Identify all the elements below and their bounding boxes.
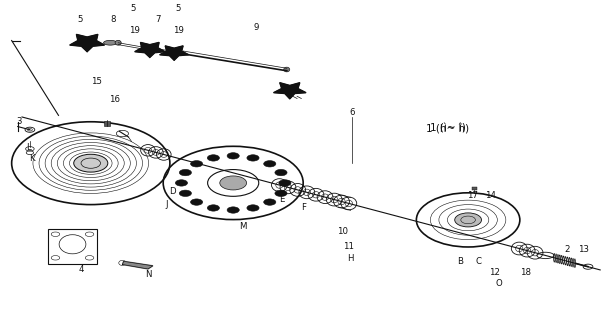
- Text: 1 (h~ h): 1 (h~ h): [426, 123, 470, 133]
- Circle shape: [175, 180, 187, 186]
- Text: E: E: [279, 195, 285, 204]
- Circle shape: [74, 154, 108, 172]
- Polygon shape: [70, 34, 104, 52]
- Ellipse shape: [104, 40, 117, 45]
- Text: D: D: [169, 188, 176, 196]
- Circle shape: [179, 169, 192, 176]
- Polygon shape: [123, 261, 153, 269]
- Text: F: F: [301, 203, 306, 212]
- Text: 7: 7: [155, 15, 160, 24]
- Text: L: L: [26, 143, 30, 152]
- Circle shape: [227, 153, 239, 159]
- Circle shape: [275, 190, 287, 196]
- Ellipse shape: [284, 67, 290, 72]
- Circle shape: [264, 199, 276, 205]
- Text: H: H: [348, 254, 354, 263]
- Circle shape: [275, 169, 287, 176]
- Text: C: C: [475, 257, 481, 266]
- Bar: [472, 187, 476, 190]
- Circle shape: [264, 161, 276, 167]
- Text: 18: 18: [520, 268, 531, 277]
- Text: 16: 16: [109, 95, 120, 104]
- Circle shape: [247, 155, 259, 161]
- Text: 11: 11: [343, 242, 354, 251]
- Text: 12: 12: [489, 268, 500, 277]
- Text: 8: 8: [110, 15, 116, 24]
- Text: B: B: [458, 257, 463, 266]
- Text: 13: 13: [578, 245, 589, 254]
- Text: M: M: [239, 222, 246, 231]
- Text: 10: 10: [337, 227, 348, 236]
- Text: 9: 9: [254, 23, 259, 32]
- Text: 5: 5: [289, 89, 295, 98]
- Text: 4: 4: [78, 265, 84, 275]
- Bar: [104, 121, 110, 125]
- Circle shape: [220, 176, 246, 190]
- Circle shape: [227, 207, 239, 213]
- Bar: [48, 228, 97, 264]
- Circle shape: [207, 205, 220, 211]
- Circle shape: [454, 213, 481, 227]
- Text: 2: 2: [564, 245, 570, 254]
- Text: 19: 19: [129, 27, 140, 36]
- Polygon shape: [160, 46, 188, 60]
- Text: 5: 5: [131, 4, 136, 13]
- Polygon shape: [135, 43, 165, 57]
- Text: 19: 19: [173, 27, 184, 36]
- Circle shape: [279, 180, 291, 186]
- Text: 1 (ì~ î): 1 (ì~ î): [430, 123, 466, 133]
- Circle shape: [190, 161, 203, 167]
- Text: 6: 6: [350, 108, 355, 117]
- Text: 17: 17: [467, 190, 478, 200]
- Ellipse shape: [115, 40, 121, 45]
- Circle shape: [207, 155, 220, 161]
- Text: 3: 3: [16, 117, 22, 126]
- Text: 5: 5: [77, 15, 82, 24]
- Text: 15: 15: [92, 77, 102, 86]
- Circle shape: [247, 205, 259, 211]
- Circle shape: [190, 199, 203, 205]
- Text: O: O: [495, 279, 502, 288]
- Polygon shape: [273, 83, 306, 99]
- Text: 5: 5: [176, 4, 181, 13]
- Text: 14: 14: [485, 190, 496, 200]
- Text: J: J: [165, 200, 168, 209]
- Text: N: N: [145, 270, 151, 279]
- Circle shape: [179, 190, 192, 196]
- Text: K: K: [29, 154, 35, 163]
